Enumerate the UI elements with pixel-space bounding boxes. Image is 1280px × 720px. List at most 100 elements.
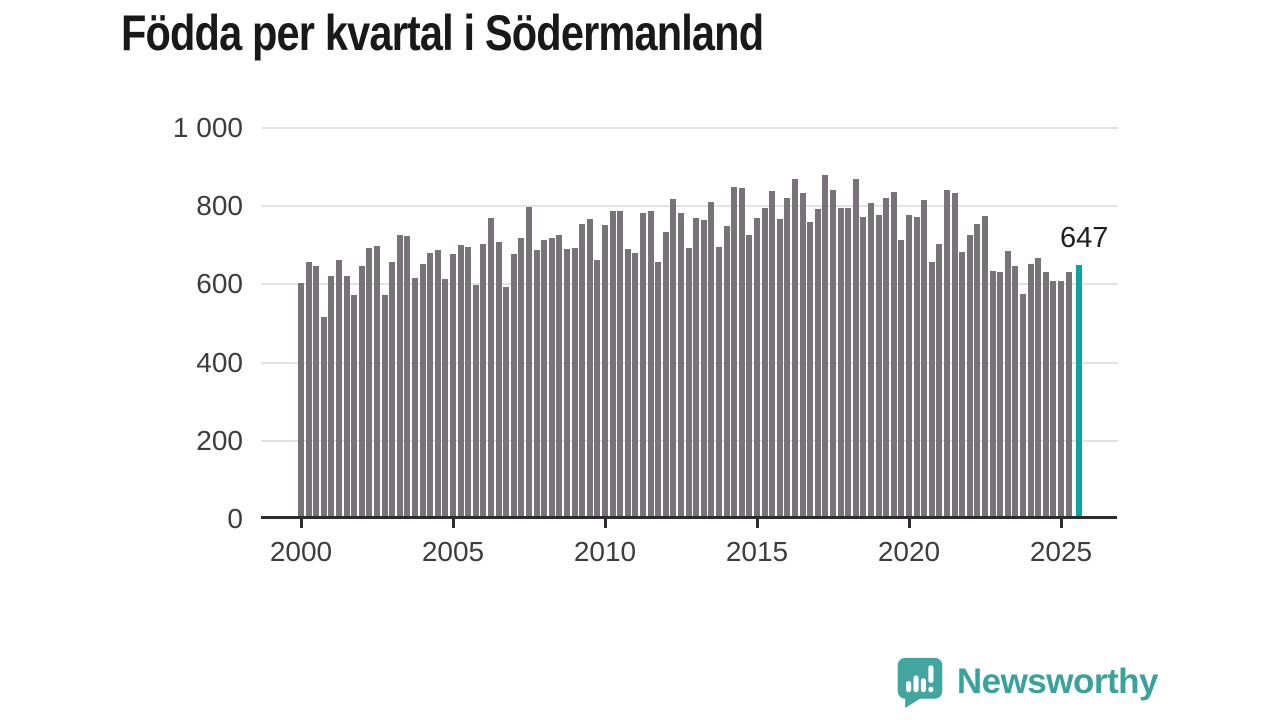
bar bbox=[723, 226, 730, 518]
x-axis-tick bbox=[603, 519, 607, 528]
bar bbox=[442, 278, 449, 518]
bar bbox=[913, 216, 920, 518]
bar bbox=[822, 175, 829, 518]
bar bbox=[928, 261, 935, 518]
bar bbox=[860, 217, 867, 518]
bar bbox=[799, 192, 806, 518]
bar bbox=[792, 179, 798, 518]
bar bbox=[586, 219, 593, 518]
bar bbox=[966, 235, 973, 518]
bar bbox=[852, 178, 859, 518]
bar bbox=[936, 243, 943, 518]
x-axis-tick bbox=[907, 519, 911, 528]
highlighted-bar-value-label: 647 bbox=[1059, 222, 1109, 254]
bar bbox=[541, 240, 548, 518]
bar bbox=[655, 262, 662, 518]
bar bbox=[906, 215, 912, 518]
x-axis-label: 2000 bbox=[269, 536, 333, 567]
bar bbox=[427, 253, 434, 518]
bar bbox=[959, 252, 966, 518]
bar bbox=[472, 284, 479, 518]
bar bbox=[769, 191, 776, 518]
bar bbox=[389, 261, 396, 518]
bar bbox=[708, 202, 715, 518]
bar bbox=[1020, 293, 1026, 518]
bar bbox=[784, 198, 791, 518]
bar bbox=[662, 231, 669, 518]
x-axis-label: 2020 bbox=[877, 536, 941, 567]
bar bbox=[564, 249, 570, 518]
newsworthy-speech-bubble-chart-icon bbox=[897, 657, 943, 708]
gridline-800 bbox=[261, 205, 1118, 208]
x-axis-tick bbox=[755, 519, 759, 528]
bar bbox=[1004, 250, 1011, 518]
y-axis-label: 1 000 bbox=[172, 112, 243, 143]
bar bbox=[632, 252, 639, 518]
bar bbox=[830, 189, 836, 518]
bar bbox=[807, 222, 814, 518]
bar bbox=[358, 265, 365, 518]
bar bbox=[313, 265, 320, 518]
bar bbox=[685, 247, 692, 518]
bar bbox=[875, 214, 882, 518]
x-axis-tick bbox=[451, 519, 455, 528]
bar bbox=[419, 263, 426, 518]
bar bbox=[761, 207, 768, 518]
bar bbox=[624, 249, 631, 518]
bar bbox=[328, 275, 335, 518]
bar bbox=[716, 247, 722, 518]
y-axis-label: 400 bbox=[196, 346, 243, 378]
bar bbox=[738, 188, 745, 518]
bar bbox=[374, 246, 380, 518]
bar bbox=[1027, 264, 1034, 518]
bar bbox=[944, 190, 950, 518]
bar bbox=[982, 215, 988, 518]
bar bbox=[571, 248, 578, 518]
bar bbox=[617, 210, 624, 518]
bar bbox=[989, 270, 996, 518]
bar bbox=[814, 208, 821, 518]
bar bbox=[480, 243, 487, 518]
bar bbox=[320, 316, 327, 518]
bar bbox=[366, 248, 373, 518]
bar bbox=[602, 224, 608, 518]
y-axis-label: 200 bbox=[196, 424, 243, 456]
bar bbox=[336, 259, 342, 518]
bar bbox=[533, 249, 540, 518]
highlighted-bar bbox=[1076, 265, 1083, 518]
bar bbox=[503, 287, 510, 518]
bar bbox=[678, 213, 684, 518]
x-axis-line bbox=[261, 516, 1117, 519]
x-axis-label: 2015 bbox=[725, 536, 789, 567]
bar bbox=[457, 245, 464, 518]
bar bbox=[526, 207, 532, 518]
bar bbox=[951, 192, 958, 518]
brand-name: Newsworthy bbox=[956, 662, 1159, 701]
bar bbox=[845, 207, 852, 518]
bar bbox=[1065, 271, 1072, 518]
x-axis-label: 2010 bbox=[573, 536, 637, 567]
x-axis-tick bbox=[1059, 519, 1063, 528]
bar bbox=[868, 202, 874, 518]
bar bbox=[412, 277, 418, 518]
brand-footer: Newsworthy bbox=[895, 656, 1159, 708]
chart-title: Födda per kvartal i Södermanland bbox=[121, 5, 764, 61]
bar bbox=[1058, 281, 1064, 518]
bar bbox=[579, 224, 586, 518]
bar bbox=[693, 217, 700, 518]
bar bbox=[351, 295, 358, 518]
bar bbox=[495, 242, 502, 518]
bar bbox=[1012, 266, 1019, 518]
bar bbox=[465, 246, 472, 518]
bar bbox=[670, 198, 677, 518]
y-axis-label: 0 bbox=[227, 503, 243, 534]
gridline-1000 bbox=[261, 127, 1118, 129]
bar bbox=[1042, 271, 1049, 518]
bar bbox=[434, 250, 441, 518]
y-axis-label: 600 bbox=[196, 268, 243, 300]
y-axis-label: 800 bbox=[196, 190, 243, 222]
bar bbox=[343, 275, 350, 518]
x-axis-label: 2025 bbox=[1029, 536, 1093, 567]
bar bbox=[890, 192, 897, 518]
bar bbox=[754, 217, 760, 518]
